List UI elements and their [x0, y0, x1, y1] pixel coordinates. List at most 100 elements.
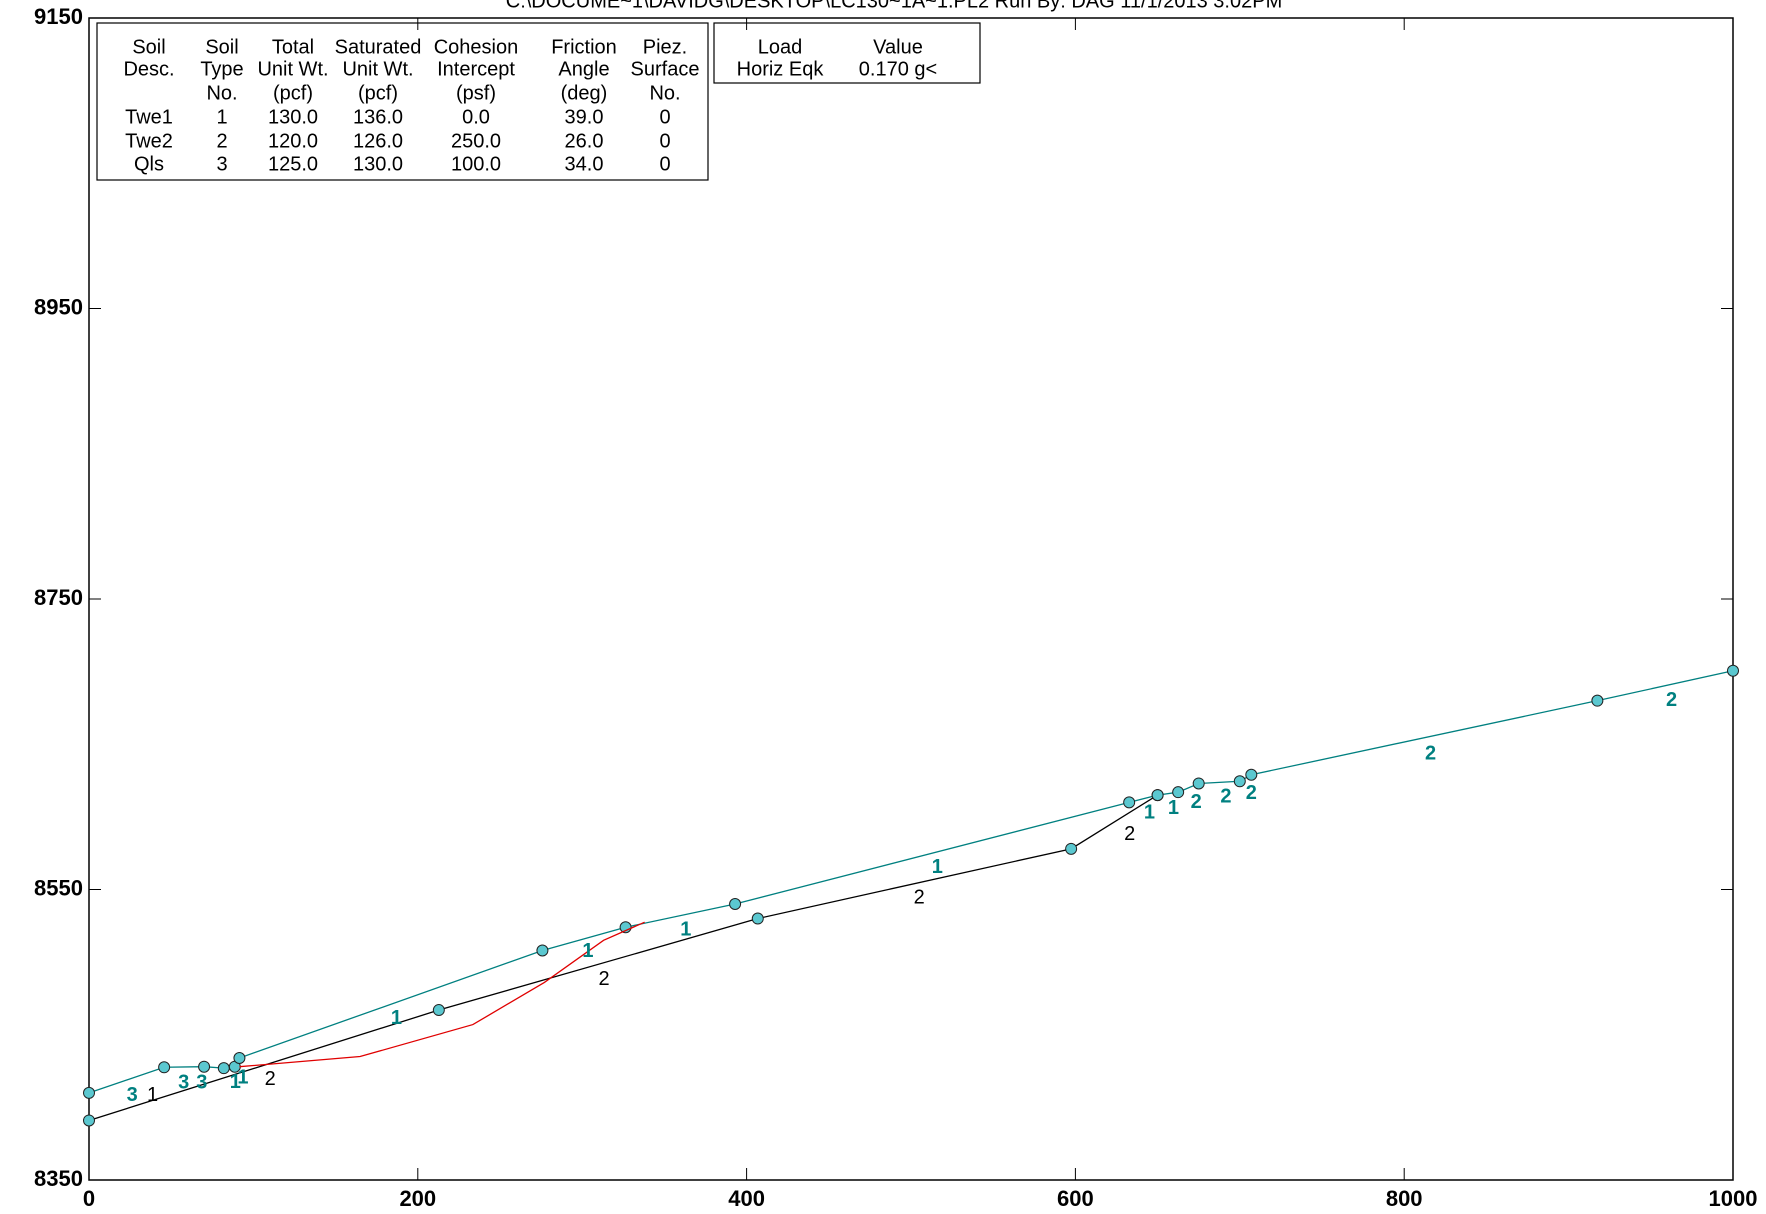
soil-label: 2: [599, 968, 610, 990]
point: [1172, 786, 1185, 799]
x-tick-label: 0: [83, 1186, 95, 1211]
point: [1233, 775, 1246, 788]
soil-label: 1: [680, 918, 691, 940]
soil-label: 2: [1246, 782, 1257, 804]
table-cell: 130.0: [268, 106, 318, 128]
soil-label: 2: [1666, 689, 1677, 711]
line: [88, 794, 1158, 1122]
table-cell: 1: [216, 106, 227, 128]
table-cell: 26.0: [565, 130, 604, 152]
table-header: Soil: [205, 36, 238, 58]
x-tick-label: 200: [399, 1186, 436, 1211]
table-header: Piez.: [643, 36, 687, 58]
y-tick-label: 8950: [34, 294, 83, 319]
table-header: Angle: [558, 58, 609, 80]
point: [1123, 796, 1136, 809]
soil-label: 2: [1220, 786, 1231, 808]
soil-table-box: [96, 22, 709, 181]
table-cell: Qls: [134, 153, 164, 175]
x-tick-label: 600: [1057, 1186, 1094, 1211]
soil-label: 1: [237, 1067, 248, 1089]
soil-label: 1: [230, 1071, 241, 1093]
table-header: No.: [649, 82, 680, 104]
table-header: Friction: [551, 36, 617, 58]
point: [198, 1060, 211, 1073]
table-header: Desc.: [123, 58, 174, 80]
soil-label: 3: [196, 1071, 207, 1093]
table-cell: 130.0: [353, 153, 403, 175]
table-cell: 250.0: [451, 130, 501, 152]
table-cell: 0: [659, 130, 670, 152]
soil-label: 2: [1191, 791, 1202, 813]
table-header: Surface: [631, 58, 700, 80]
line: [239, 921, 645, 1068]
soil-label: 3: [127, 1084, 138, 1106]
table-cell: Twe2: [125, 130, 173, 152]
table-header: No.: [206, 82, 237, 104]
table-cell: 0: [659, 153, 670, 175]
soil-label: 2: [1124, 823, 1135, 845]
point: [217, 1062, 230, 1075]
table-header: Value: [873, 36, 923, 58]
soil-label: 3: [178, 1071, 189, 1093]
x-tick-label: 1000: [1709, 1186, 1758, 1211]
table-header: (deg): [561, 82, 608, 104]
table-cell: 39.0: [565, 106, 604, 128]
table-cell: 0.0: [462, 106, 490, 128]
table-header: Soil: [132, 36, 165, 58]
soil-label: 1: [1144, 802, 1155, 824]
chart-title: C:\DOCUME~1\DAVIDG\DESKTOP\LC130~1A~1.PL…: [506, 0, 1282, 12]
table-cell: 0: [659, 106, 670, 128]
table-header: (pcf): [273, 82, 313, 104]
point: [233, 1051, 246, 1064]
table-cell: 2: [216, 130, 227, 152]
table-cell: 126.0: [353, 130, 403, 152]
point: [83, 1086, 95, 1099]
point: [1065, 842, 1078, 855]
table-header: (pcf): [358, 82, 398, 104]
point: [751, 912, 764, 925]
table-header: Saturated: [335, 36, 422, 58]
soil-label: 1: [932, 856, 943, 878]
table-header: (psf): [456, 82, 496, 104]
table-header: Total: [272, 36, 314, 58]
point: [1591, 694, 1604, 707]
point: [1727, 664, 1739, 677]
soil-label: 1: [1168, 797, 1179, 819]
table-header: Load: [758, 36, 803, 58]
point: [536, 944, 549, 957]
y-tick-label: 8350: [34, 1166, 83, 1191]
table-header: Type: [200, 58, 243, 80]
point: [432, 1004, 445, 1017]
table-header: Intercept: [437, 58, 515, 80]
table-cell: 120.0: [268, 130, 318, 152]
y-tick-label: 8750: [34, 585, 83, 610]
table-cell: Horiz Eqk: [737, 58, 825, 80]
load-table-box: [713, 22, 981, 84]
table-cell: 3: [216, 153, 227, 175]
table-cell: 136.0: [353, 106, 403, 128]
table-header: Unit Wt.: [342, 58, 413, 80]
table-header: Cohesion: [434, 36, 519, 58]
table-header: Unit Wt.: [257, 58, 328, 80]
point: [1245, 768, 1258, 781]
soil-label: 1: [582, 940, 593, 962]
x-tick-label: 400: [728, 1186, 765, 1211]
y-tick-label: 8550: [34, 875, 83, 900]
soil-label: 1: [391, 1007, 402, 1029]
soil-label: 2: [914, 886, 925, 908]
table-cell: 0.170 g<: [859, 58, 937, 80]
point: [83, 1114, 95, 1127]
soil-label: 1: [147, 1084, 158, 1106]
table-cell: 125.0: [268, 153, 318, 175]
table-cell: 34.0: [565, 153, 604, 175]
x-tick-label: 800: [1386, 1186, 1423, 1211]
line: [88, 670, 1734, 1094]
point: [729, 898, 742, 911]
point: [1151, 789, 1164, 802]
table-cell: Twe1: [125, 106, 173, 128]
plot-frame: [88, 17, 1734, 1181]
soil-label: 2: [1425, 743, 1436, 765]
point: [158, 1061, 171, 1074]
